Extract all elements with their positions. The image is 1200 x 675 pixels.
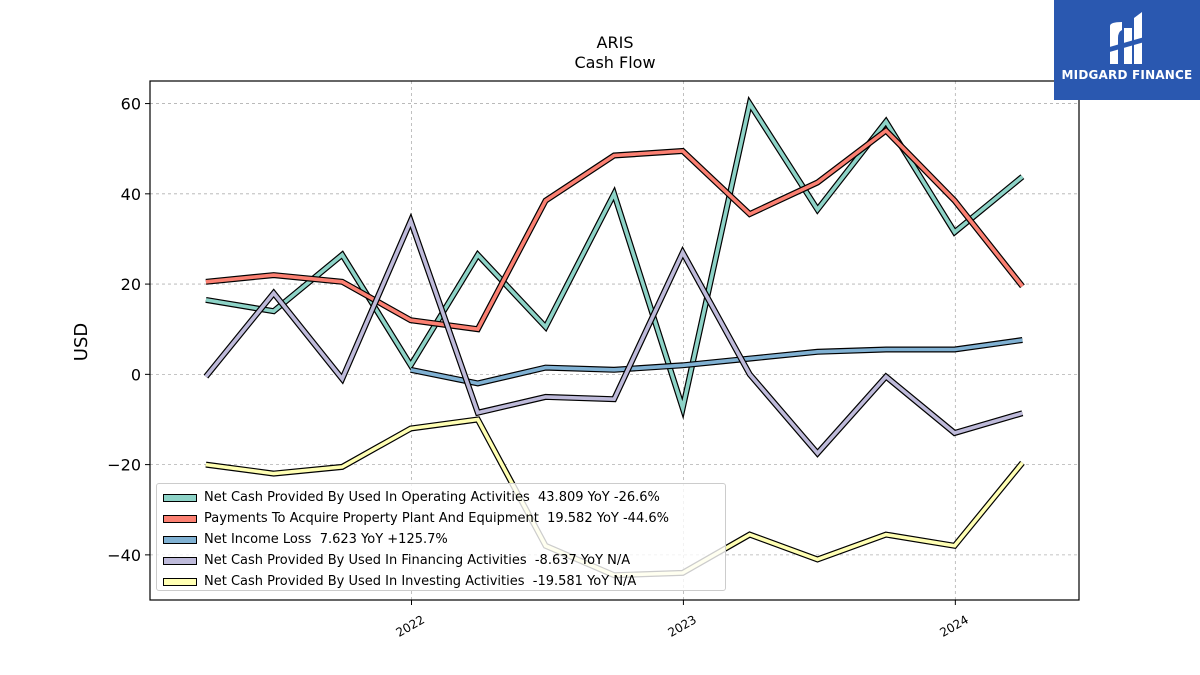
x-tick-label: 2024 (937, 612, 970, 639)
legend-swatch (163, 556, 197, 565)
legend-label: Net Cash Provided By Used In Operating A… (204, 490, 660, 505)
series-line-1 (205, 128, 1024, 332)
plot-area-frame (149, 80, 1080, 601)
series-outline-1 (205, 126, 1025, 333)
legend-item: Payments To Acquire Property Plant And E… (163, 508, 719, 529)
legend-swatch (163, 535, 197, 544)
logo: MIDGARD FINANCE (1054, 0, 1200, 100)
series-line-0 (205, 98, 1024, 416)
series-outline-3 (203, 212, 1024, 458)
legend-label: Net Income Loss 7.623 YoY +125.7% (204, 532, 448, 547)
legend-label: Net Cash Provided By Used In Financing A… (204, 553, 631, 568)
y-axis-ticks: −40 −20 0 20 40 60 (107, 95, 150, 565)
series-line-2 (410, 338, 1023, 386)
series-line-3 (204, 215, 1023, 457)
y-axis-label: USD (71, 323, 92, 361)
y-tick-label: 0 (131, 365, 141, 384)
y-tick-label: −20 (107, 456, 141, 475)
chart-subtitle: Cash Flow (574, 53, 655, 72)
chart-title: ARIS (597, 33, 634, 52)
legend-swatch (163, 577, 197, 586)
legend: Net Cash Provided By Used In Operating A… (156, 483, 726, 591)
legend-swatch (163, 514, 197, 523)
logo-mark-icon (1106, 12, 1148, 64)
legend-item: Net Cash Provided By Used In Investing A… (163, 571, 719, 592)
legend-item: Net Cash Provided By Used In Operating A… (163, 487, 719, 508)
legend-label: Payments To Acquire Property Plant And E… (204, 511, 669, 526)
legend-item: Net Cash Provided By Used In Financing A… (163, 550, 719, 571)
legend-swatch (163, 493, 197, 502)
logo-text: MIDGARD FINANCE (1061, 68, 1193, 82)
y-tick-label: 20 (121, 275, 141, 294)
legend-item: Net Income Loss 7.623 YoY +125.7% (163, 529, 719, 550)
x-tick-label: 2023 (665, 612, 698, 639)
x-axis-ticks: 2022 2023 2024 (394, 600, 971, 640)
legend-label: Net Cash Provided By Used In Investing A… (204, 574, 637, 589)
y-tick-label: 60 (121, 95, 141, 114)
x-tick-label: 2022 (394, 612, 427, 639)
y-tick-label: 40 (121, 185, 141, 204)
y-tick-label: −40 (107, 546, 141, 565)
